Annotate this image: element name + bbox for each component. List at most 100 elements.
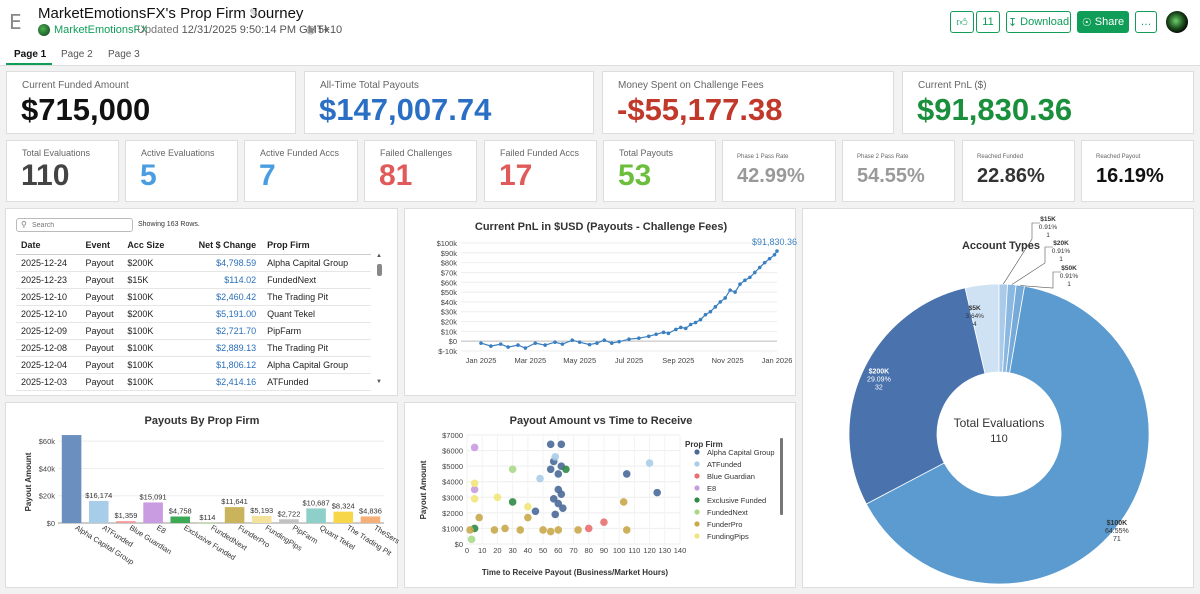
column-header-net-change[interactable]: Net $ Change <box>175 237 263 255</box>
pnl-data-point[interactable] <box>723 296 727 300</box>
app-logo-icon[interactable]: E <box>9 10 22 34</box>
scroll-down-arrow-icon[interactable]: ▼ <box>376 379 382 385</box>
pnl-data-point[interactable] <box>577 340 582 344</box>
pnl-data-point[interactable] <box>718 300 723 304</box>
scatter-point[interactable] <box>470 479 479 488</box>
table-row[interactable]: 2025-12-24 Payout $200K $4,798.59 Alpha Capi… <box>16 254 371 272</box>
bar[interactable] <box>251 515 272 523</box>
scatter-point[interactable] <box>470 495 479 503</box>
pnl-data-point[interactable] <box>738 282 742 287</box>
legend-item[interactable]: E8 <box>707 484 716 493</box>
pnl-data-point[interactable] <box>688 322 693 327</box>
scatter-point[interactable] <box>645 459 654 467</box>
scatter-point[interactable] <box>600 518 608 526</box>
pnl-data-point[interactable] <box>661 330 666 335</box>
table-row[interactable]: 2025-12-09 Payout $100K $2,721.70 PipFarm <box>16 322 371 340</box>
pnl-data-point[interactable] <box>506 345 510 349</box>
column-header-date[interactable]: Date <box>16 237 81 255</box>
scatter-point[interactable] <box>470 443 479 452</box>
search-input[interactable] <box>32 220 130 231</box>
pnl-data-point[interactable] <box>767 256 772 261</box>
scatter-point[interactable] <box>490 526 499 534</box>
scatter-point[interactable] <box>574 526 582 534</box>
edit-icon[interactable]: ✎ <box>249 6 260 20</box>
tab-page-1[interactable]: Page 1 <box>14 49 47 60</box>
pnl-data-point[interactable] <box>646 334 651 339</box>
pnl-data-point[interactable] <box>762 260 767 265</box>
pnl-data-point[interactable] <box>498 342 503 346</box>
pnl-data-point[interactable] <box>733 290 737 294</box>
scatter-point[interactable] <box>508 498 517 506</box>
share-button[interactable]: ☉ Share <box>1077 11 1129 33</box>
scatter-point[interactable] <box>554 470 563 478</box>
scatter-point[interactable] <box>501 524 509 533</box>
scatter-point[interactable] <box>562 465 570 474</box>
scatter-point[interactable] <box>554 499 563 508</box>
pnl-data-point[interactable] <box>595 341 599 345</box>
scatter-point[interactable] <box>539 526 547 534</box>
more-options-button[interactable]: … <box>1135 11 1157 33</box>
pnl-data-point[interactable] <box>698 317 703 322</box>
column-header-acc-size[interactable]: Acc Size <box>122 237 176 255</box>
pnl-data-point[interactable] <box>654 332 658 337</box>
table-row[interactable]: 2025-12-03 Payout $100K $2,414.16 ATFunded <box>16 373 371 391</box>
scatter-point[interactable] <box>546 440 555 449</box>
scatter-point[interactable] <box>557 440 566 449</box>
legend-item[interactable]: ATFunded <box>707 460 741 469</box>
donut-slice[interactable] <box>865 285 1150 585</box>
scatter-point[interactable] <box>622 526 631 534</box>
pnl-data-point[interactable] <box>479 341 483 345</box>
pnl-data-point[interactable] <box>683 326 688 331</box>
bar[interactable] <box>143 502 163 523</box>
donut-slice[interactable] <box>848 287 986 505</box>
legend-item[interactable]: FundedNext <box>707 508 749 517</box>
scatter-point[interactable] <box>470 485 479 494</box>
scatter-point[interactable] <box>524 502 532 511</box>
table-row[interactable]: 2025-12-04 Payout $100K $1,806.12 Alpha Capi… <box>16 356 371 374</box>
bar[interactable] <box>61 435 82 523</box>
download-button[interactable]: ↧ Download <box>1006 11 1071 33</box>
bar[interactable] <box>360 516 381 523</box>
pnl-data-point[interactable] <box>775 249 779 253</box>
pnl-data-point[interactable] <box>560 342 565 346</box>
scatter-point[interactable] <box>536 474 544 483</box>
scatter-point[interactable] <box>467 535 476 544</box>
author-link[interactable]: MarketEmotionsFX <box>54 24 148 36</box>
legend-item[interactable]: Alpha Capital Group <box>707 448 775 457</box>
pnl-data-point[interactable] <box>523 346 528 350</box>
table-row[interactable]: 2025-12-10 Payout $200K $5,191.00 Quant Teke… <box>16 305 371 323</box>
bar[interactable] <box>279 519 299 523</box>
tab-page-3[interactable]: Page 3 <box>108 49 140 60</box>
pnl-data-point[interactable] <box>674 327 678 332</box>
pnl-data-point[interactable] <box>609 341 614 345</box>
legend-item[interactable]: Blue Guardian <box>707 472 755 481</box>
pnl-data-point[interactable] <box>713 305 718 309</box>
legend-item[interactable]: FundingPips <box>707 532 749 541</box>
scatter-point[interactable] <box>493 493 502 502</box>
legend-item[interactable]: Exclusive Funded <box>707 496 766 505</box>
pnl-data-point[interactable] <box>666 331 671 336</box>
scatter-point[interactable] <box>546 465 555 474</box>
pnl-data-point[interactable] <box>617 339 621 344</box>
bar[interactable] <box>88 500 109 523</box>
bar[interactable] <box>306 508 326 523</box>
pnl-data-point[interactable] <box>772 252 777 257</box>
user-avatar[interactable] <box>1166 11 1188 33</box>
column-header-prop-firm[interactable]: Prop Firm <box>262 237 371 255</box>
column-header-event[interactable]: Event <box>80 237 123 255</box>
scatter-point[interactable] <box>531 507 540 516</box>
scatter-point[interactable] <box>524 513 532 522</box>
pnl-data-point[interactable] <box>748 275 752 280</box>
pnl-data-point[interactable] <box>553 340 557 344</box>
table-row[interactable]: 2025-12-10 Payout $100K $2,460.42 The Tradin… <box>16 288 371 306</box>
scatter-point[interactable] <box>653 488 661 497</box>
pnl-data-point[interactable] <box>489 344 493 348</box>
search-box[interactable]: ⚲ <box>16 218 133 232</box>
scatter-point[interactable] <box>546 527 555 536</box>
pnl-data-point[interactable] <box>543 343 547 347</box>
scatter-point[interactable] <box>551 510 560 519</box>
table-row[interactable]: 2025-12-08 Payout $100K $2,889.13 The Tradin… <box>16 339 371 357</box>
author-avatar[interactable] <box>38 24 50 36</box>
scatter-point[interactable] <box>559 504 567 512</box>
pnl-data-point[interactable] <box>637 336 641 341</box>
